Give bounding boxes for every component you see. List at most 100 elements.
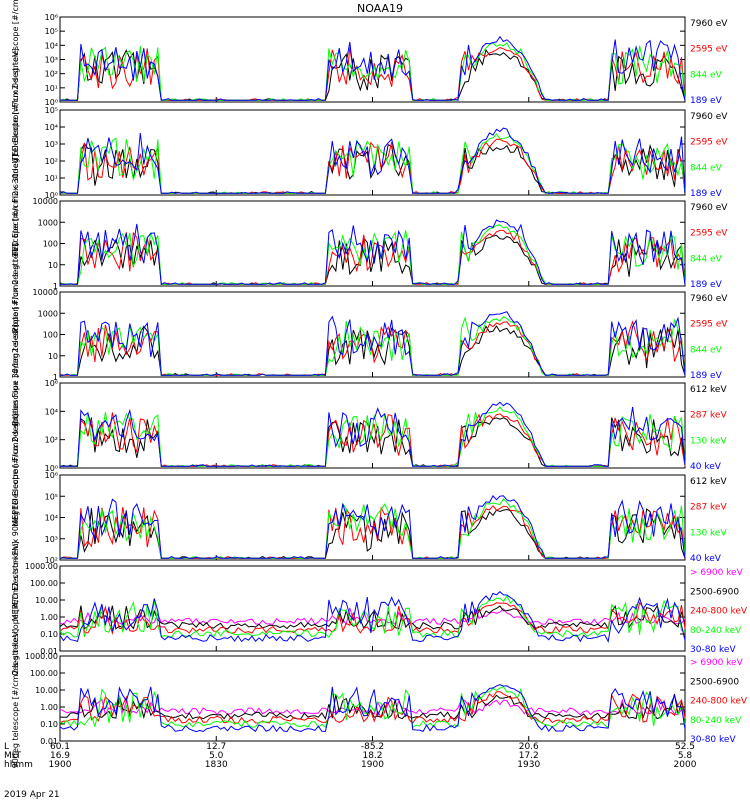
legend-label: 189 eV	[690, 371, 723, 381]
series-trace-blue	[60, 401, 686, 467]
legend-label: 2500-6900	[690, 677, 739, 687]
y-tick-label: 10²	[45, 70, 58, 79]
y-axis-label: TED Electron Flux 30deg telescope [#/cm2…	[11, 48, 20, 257]
legend-label: 844 eV	[690, 254, 723, 264]
axis-row-label: MLT	[4, 751, 22, 761]
legend-label: 287 keV	[690, 411, 727, 421]
axis-tick-value: -85.2	[361, 742, 384, 752]
legend-label: 844 eV	[690, 345, 723, 355]
legend-label: 189 eV	[690, 96, 723, 106]
y-tick-label: 10	[48, 352, 58, 361]
y-axis-label: 0deg telescope [#/cm2-s-str-keV]	[11, 541, 20, 676]
y-axis-label: TED Electron Flux 0deg telescope [#/cm2-…	[11, 0, 20, 162]
y-tick-label: 10²	[45, 436, 58, 445]
axis-tick-value: 20.6	[519, 742, 539, 752]
legend-label: 7960 eV	[690, 112, 728, 122]
y-tick-label: 10⁵	[45, 106, 58, 115]
y-tick-label: 10⁵	[45, 492, 58, 501]
legend-label: 130 keV	[690, 436, 727, 446]
y-tick-label: 10⁶	[45, 13, 58, 22]
date-label: 2019 Apr 21	[4, 790, 60, 800]
y-axis-label: MEPED Electron Flux 0deg telescope [#/cm…	[11, 324, 20, 526]
series-trace-blue	[59, 495, 686, 559]
y-tick-label: 0.01	[40, 647, 58, 656]
series-trace-red	[60, 229, 686, 285]
y-tick-label: 0.10	[40, 720, 58, 729]
legend-label: 2595 eV	[690, 229, 728, 239]
legend-label: > 6900 keV	[690, 658, 744, 668]
legend-label: 7960 eV	[690, 294, 728, 304]
y-tick-label: 10⁶	[45, 471, 58, 480]
panel-frame	[59, 109, 686, 196]
y-tick-label: 1000	[38, 218, 58, 227]
series-trace-black	[59, 604, 686, 631]
y-axis-label: MEPED Electron Flux 90deg telescope [#/c…	[11, 414, 20, 622]
y-tick-label: 10³	[45, 56, 58, 65]
y-tick-label: 10.00	[35, 596, 58, 605]
y-tick-label: 10⁰	[45, 191, 58, 200]
legend-label: 189 eV	[690, 280, 723, 290]
y-tick-label: 10000	[33, 288, 58, 297]
y-tick-label: 0.01	[40, 737, 58, 746]
series-trace-blue	[59, 127, 686, 194]
axis-tick-value: 17.2	[519, 751, 539, 761]
y-tick-label: 100.00	[30, 669, 58, 678]
series-trace-black	[59, 693, 686, 720]
panel-4: 10000 1000 100 10 1 Proton Flux 30deg telesco…	[11, 243, 728, 426]
y-tick-label: 10⁶	[45, 379, 58, 388]
axis-tick-value: 1930	[517, 760, 540, 770]
y-tick-label: 10³	[45, 140, 58, 149]
y-tick-label: 10.00	[35, 686, 58, 695]
series-trace-red	[59, 691, 686, 724]
figure-title: NOAA19	[357, 2, 403, 15]
legend-label: 612 keV	[690, 385, 727, 395]
y-axis-label: Proton Flux 30deg telescope [#/cm2-s-str…	[11, 243, 20, 426]
y-tick-label: 10	[48, 261, 58, 270]
series-trace-blue	[59, 35, 686, 101]
panel-frame	[59, 16, 686, 103]
legend-label: 189 eV	[690, 189, 723, 199]
y-tick-label: 10³	[45, 535, 58, 544]
y-tick-label: 1	[53, 282, 58, 291]
panel-1: 10⁶ 10⁵ 10⁴ 10³ 10² 10¹ 10⁰ TED Electron Flux 0…	[11, 0, 728, 162]
y-tick-label: 1000.00	[25, 652, 58, 661]
series-trace-green	[60, 406, 686, 467]
axis-row-label: L	[4, 742, 9, 752]
y-tick-label: 1	[53, 373, 58, 382]
legend-label: 2500-6900	[690, 587, 739, 597]
axis-tick-value: 5.0	[209, 751, 224, 761]
legend-label: 2595 eV	[690, 138, 728, 148]
legend-label: 30-80 keV	[690, 645, 736, 655]
legend-label: 130 keV	[690, 528, 727, 538]
axis-tick-value: 2000	[674, 760, 697, 770]
x-axis-labels: LMLThhmm60.116.9190012.75.01830-85.218.2…	[4, 742, 697, 770]
y-tick-label: 10⁴	[45, 514, 58, 523]
series-trace-green	[59, 133, 686, 194]
axis-tick-value: 52.5	[675, 742, 695, 752]
y-tick-label: 10⁴	[45, 407, 58, 416]
panel-7: 1000.00 100.00 10.00 1.00 0.10 0.01 0deg teles…	[11, 541, 748, 676]
legend-label: 7960 eV	[690, 19, 728, 29]
panel-8: 1000.00 100.00 10.00 1.00 0.10 0.01 90deg tele…	[11, 629, 748, 769]
y-tick-label: 10⁰	[45, 464, 58, 473]
axis-tick-value: 1900	[49, 760, 72, 770]
axis-tick-value: 1830	[205, 760, 228, 770]
y-tick-label: 10⁰	[45, 98, 58, 107]
series-trace-green	[60, 316, 686, 376]
y-tick-label: 10²	[45, 157, 58, 166]
axis-tick-value: 16.9	[50, 751, 70, 761]
legend-label: 844 eV	[690, 70, 723, 80]
legend-label: 40 keV	[690, 554, 722, 564]
y-tick-label: 1000.00	[25, 562, 58, 571]
legend-label: 240-800 keV	[690, 697, 748, 707]
y-tick-label: 0.10	[40, 630, 58, 639]
legend-label: 2595 eV	[690, 45, 728, 55]
legend-label: 80-240 keV	[690, 716, 742, 726]
y-tick-label: 1000	[38, 309, 58, 318]
series-trace-blue	[59, 219, 686, 286]
y-tick-label: 1.00	[40, 703, 58, 712]
series-trace-green	[59, 595, 686, 638]
y-tick-label: 10¹	[45, 174, 58, 183]
axis-tick-value: 12.7	[206, 742, 226, 752]
